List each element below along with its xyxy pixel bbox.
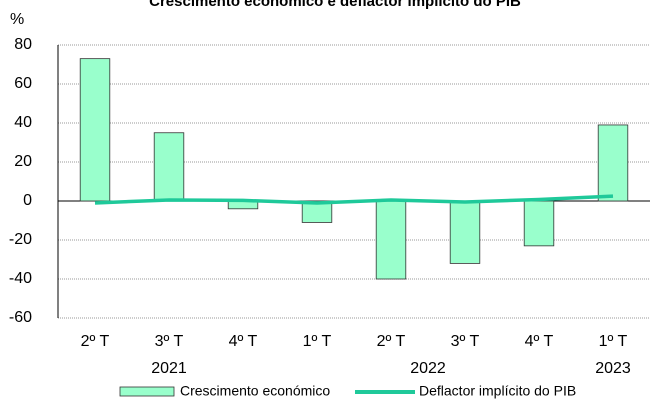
y-tick-label: 40 [14, 114, 32, 131]
y-tick-label: 20 [14, 153, 32, 170]
x-tick-label: 4º T [525, 333, 554, 350]
y-tick-label: 60 [14, 75, 32, 92]
x-group-label: 2022 [410, 360, 446, 377]
x-tick-label: 4º T [229, 333, 258, 350]
x-tick-label: 1º T [599, 333, 628, 350]
x-group-label: 2023 [595, 360, 631, 377]
legend-label: Crescimento económico [180, 383, 330, 399]
bar [523, 200, 555, 247]
x-group-label: 2021 [151, 360, 187, 377]
bar [375, 200, 407, 280]
y-tick-label: -20 [9, 231, 32, 248]
line [94, 194, 614, 205]
bar [79, 58, 111, 202]
x-tick-label: 2º T [377, 333, 406, 350]
bar [301, 200, 333, 223]
bar [597, 124, 629, 202]
bar [153, 132, 185, 202]
bar [449, 200, 481, 264]
x-tick-label: 3º T [451, 333, 480, 350]
y-tick-label: -60 [9, 309, 32, 326]
y-tick-label: -40 [9, 270, 32, 287]
x-tick-label: 2º T [81, 333, 110, 350]
x-tick-label: 1º T [303, 333, 332, 350]
legend-label: Deflactor implícito do PIB [419, 383, 576, 399]
x-tick-label: 3º T [155, 333, 184, 350]
chart-title: Crescimento económico e deflactor implíc… [149, 0, 521, 10]
y-axis-label: % [10, 11, 24, 28]
y-tick-label: 80 [14, 36, 32, 53]
y-tick-label: 0 [23, 192, 32, 209]
legend-swatch [119, 386, 175, 397]
